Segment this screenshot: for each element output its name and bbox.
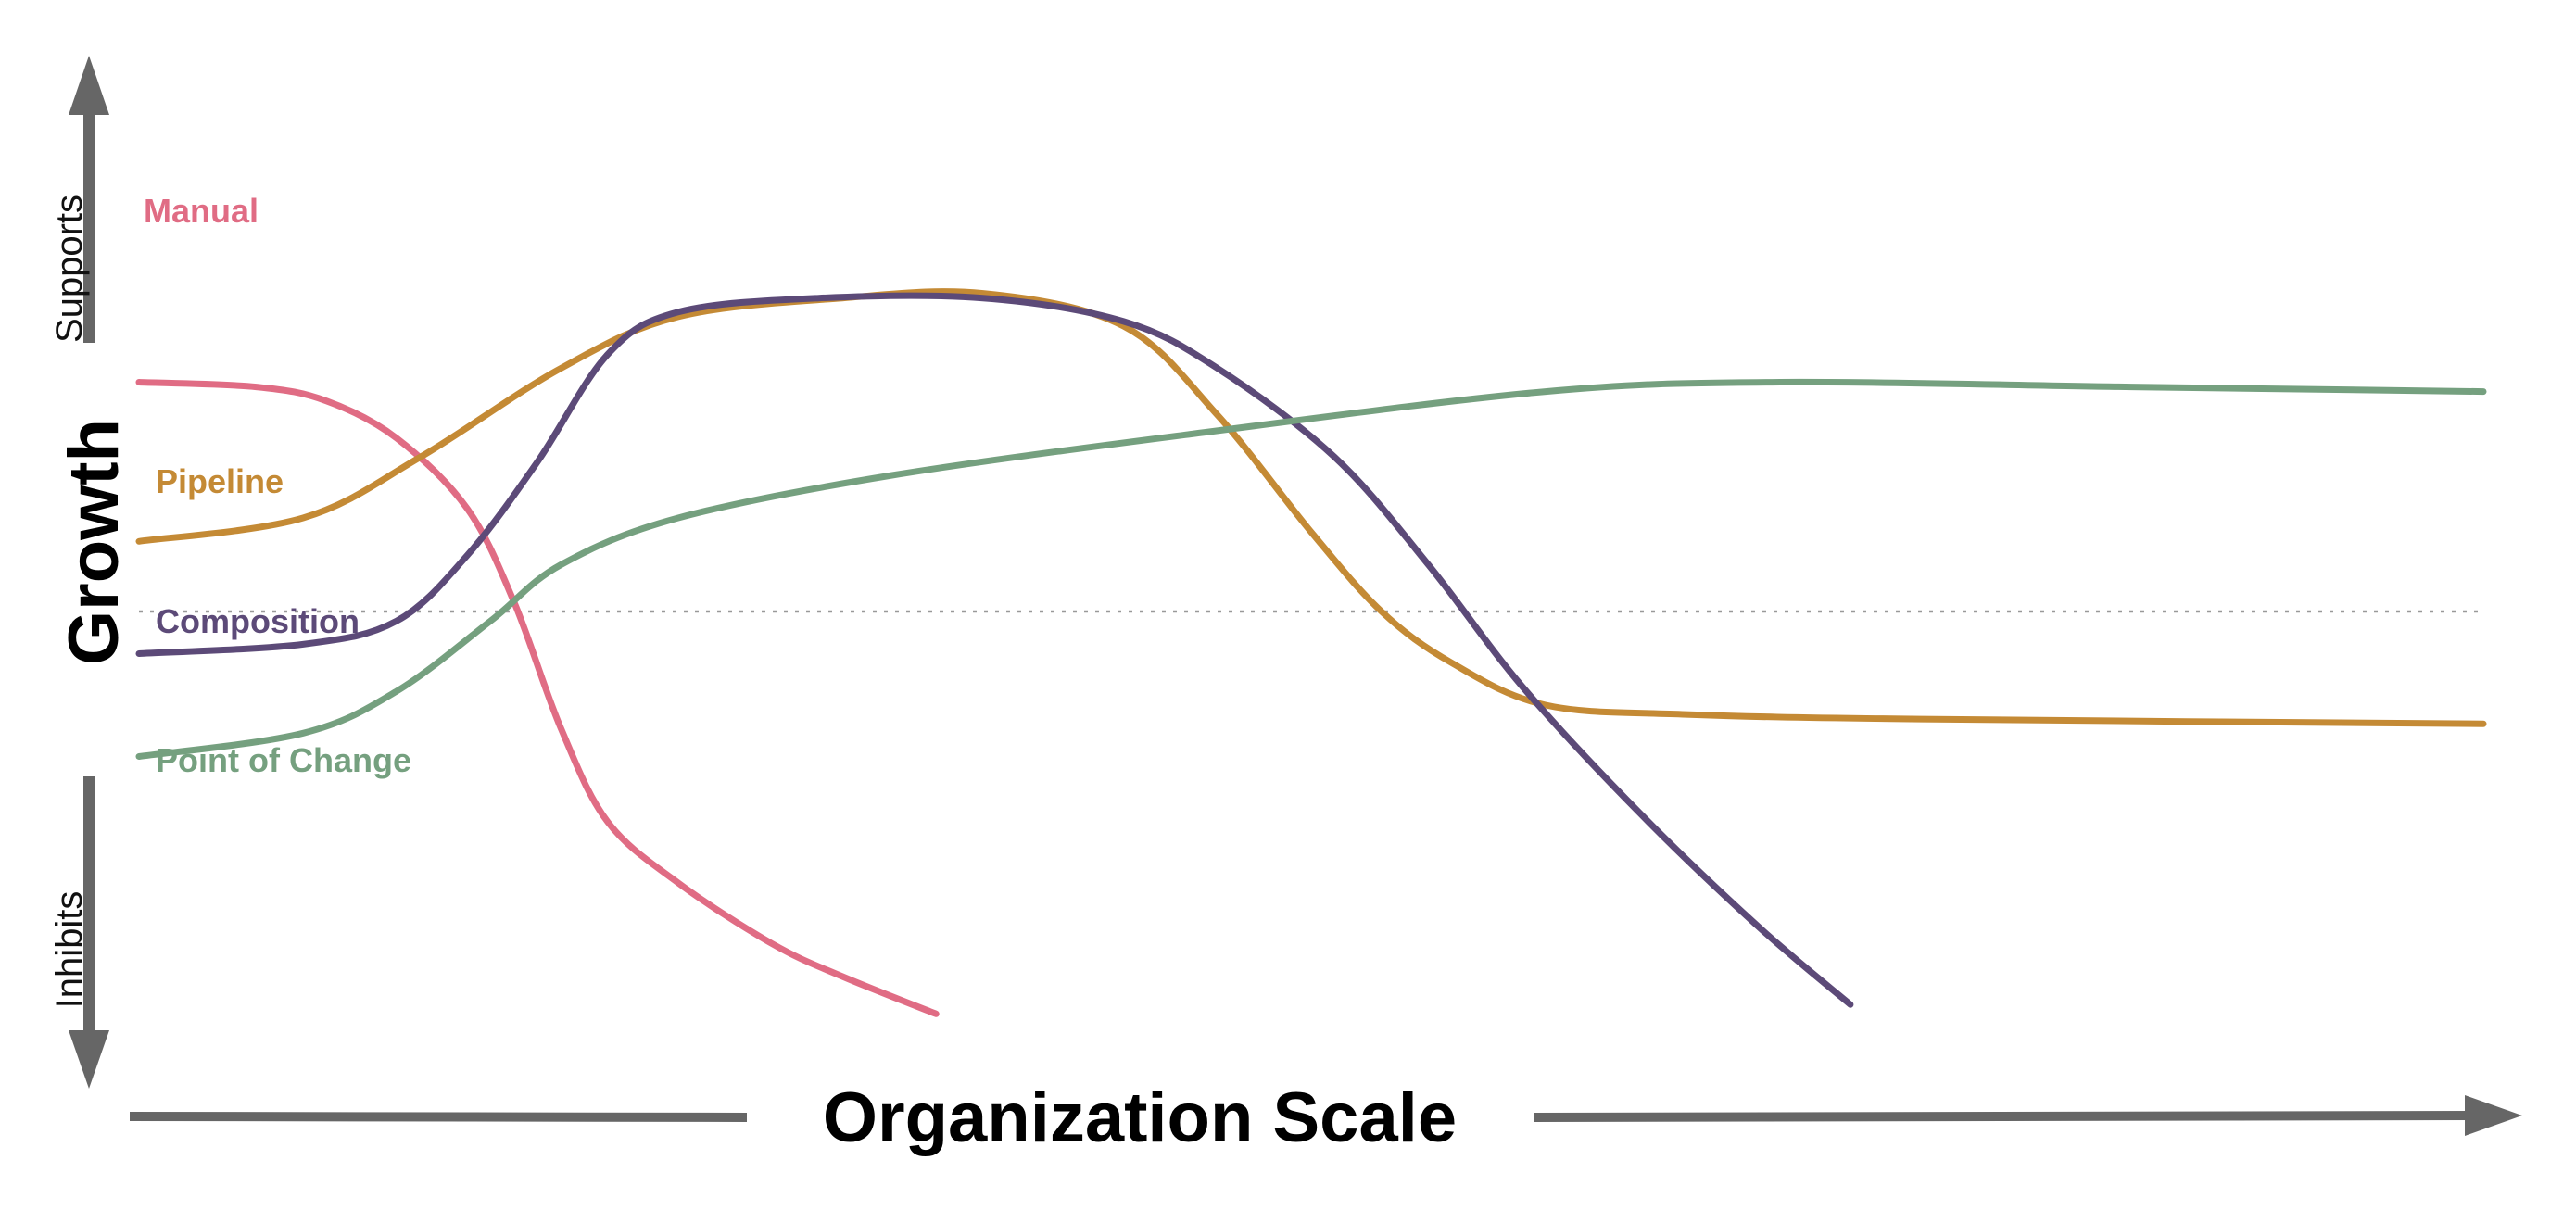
x-axis-left-segment (129, 1112, 748, 1122)
series-label-manual: Manual (144, 192, 259, 230)
series-label-point-of-change: Point of Change (156, 741, 411, 779)
x-axis-right-segment (1533, 1111, 2475, 1122)
y-axis-title: Growth (55, 419, 133, 665)
series-line-manual (135, 379, 940, 1017)
series-line-point-of-change (135, 378, 2487, 760)
x-axis-arrowhead (2465, 1095, 2522, 1136)
y-axis-bottom-label: Inhibits (49, 891, 90, 1009)
y-axis-upper-arrowhead (69, 56, 109, 115)
series-line-composition (135, 292, 1854, 1008)
y-axis-top-label: Supports (49, 195, 90, 343)
y-axis-lower-arrowhead (69, 1030, 109, 1089)
x-axis: Organization Scale (129, 1078, 2522, 1157)
y-axis: Supports Inhibits Growth (49, 56, 133, 1089)
series-label-pipeline: Pipeline (156, 462, 284, 500)
series-line-pipeline (135, 288, 2487, 727)
x-axis-title: Organization Scale (823, 1078, 1457, 1157)
series-label-composition: Composition (156, 602, 360, 640)
